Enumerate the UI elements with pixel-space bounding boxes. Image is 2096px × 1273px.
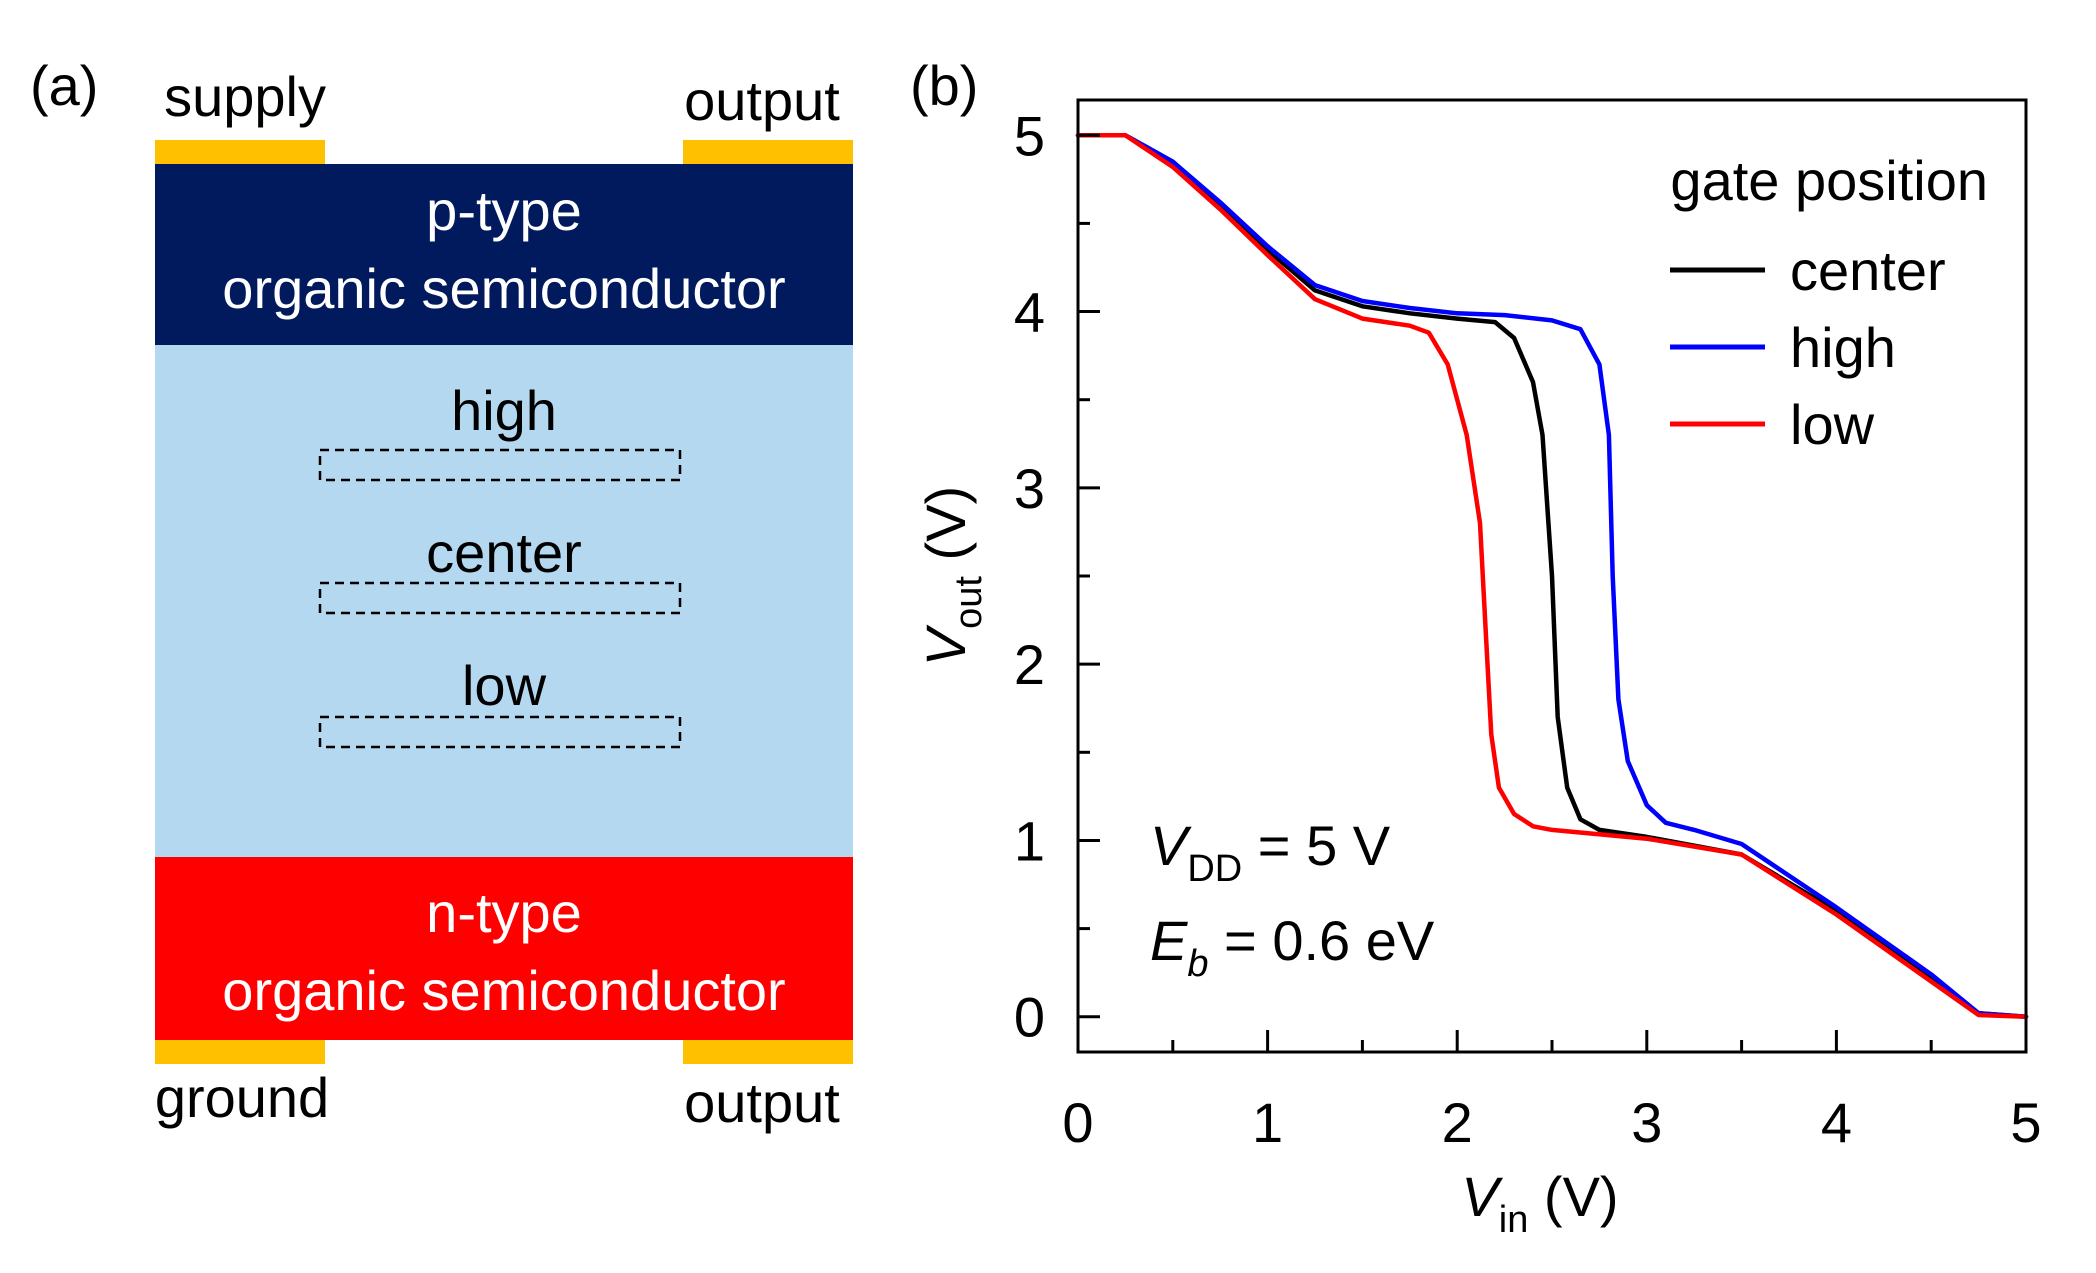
dielectric-layer (155, 345, 853, 857)
y-tick-label: 2 (1014, 633, 1045, 696)
legend-label-high: high (1790, 316, 1896, 379)
p-type-label: p-type (426, 179, 582, 242)
legend: center high low (1670, 239, 1946, 456)
n-type-label: n-type (426, 881, 582, 944)
series-line-low (1075, 133, 2029, 1019)
p-type-material-label: organic semiconductor (222, 257, 785, 320)
vdd-annotation: VDD = 5 V (1150, 814, 1391, 890)
y-tick-label: 0 (1014, 986, 1045, 1049)
series-line-high (1075, 133, 2029, 1019)
x-axis-label: Vin (V) (1461, 1165, 1618, 1241)
y-tick-label: 1 (1014, 809, 1045, 872)
panel-a-schematic: (a) supply output p-type organic semicon… (30, 54, 853, 1134)
gate-electrode-high (318, 448, 682, 482)
top-output-label: output (684, 69, 840, 132)
x-tick-label: 0 (1062, 1091, 1093, 1154)
x-tick-label: 1 (1252, 1091, 1283, 1154)
ground-contact (155, 1040, 325, 1064)
gate-electrode-center (318, 581, 682, 615)
legend-label-low: low (1790, 393, 1875, 456)
legend-title: gate position (1670, 149, 1988, 212)
eb-annotation: Eb = 0.6 eV (1150, 909, 1435, 985)
gate-label-high: high (451, 379, 557, 442)
panel-a-label: (a) (30, 54, 98, 117)
y-tick-label: 4 (1014, 281, 1045, 344)
gate-label-center: center (426, 521, 582, 584)
x-tick-label: 3 (1631, 1091, 1662, 1154)
gate-label-low: low (462, 654, 547, 717)
y-axis-ticks: 0 1 2 3 4 5 (1014, 104, 1100, 1049)
ground-label: ground (155, 1066, 329, 1129)
y-axis-label: Vout (V) (914, 486, 990, 666)
top-output-contact (683, 140, 853, 164)
y-tick-label: 5 (1014, 104, 1045, 167)
panel-b-chart: (b) 0 1 2 3 4 5 0 1 2 3 4 5 Vin (V) Vout (V) gate … (910, 54, 2042, 1241)
supply-label: supply (164, 65, 326, 128)
x-tick-label: 4 (1821, 1091, 1852, 1154)
x-tick-label: 2 (1442, 1091, 1473, 1154)
bottom-output-label: output (684, 1071, 840, 1134)
gate-electrode-low (318, 715, 682, 749)
x-tick-label: 5 (2010, 1091, 2041, 1154)
legend-label-center: center (1790, 239, 1946, 302)
x-axis-ticks: 0 1 2 3 4 5 (1062, 1030, 2042, 1154)
bottom-output-contact (683, 1040, 853, 1064)
plot-lines (1075, 133, 2029, 1019)
panel-b-label: (b) (910, 54, 978, 117)
n-type-layer (155, 857, 853, 1040)
y-tick-label: 3 (1014, 457, 1045, 520)
supply-contact (155, 140, 325, 164)
n-type-material-label: organic semiconductor (222, 959, 785, 1022)
p-type-layer (155, 164, 853, 345)
